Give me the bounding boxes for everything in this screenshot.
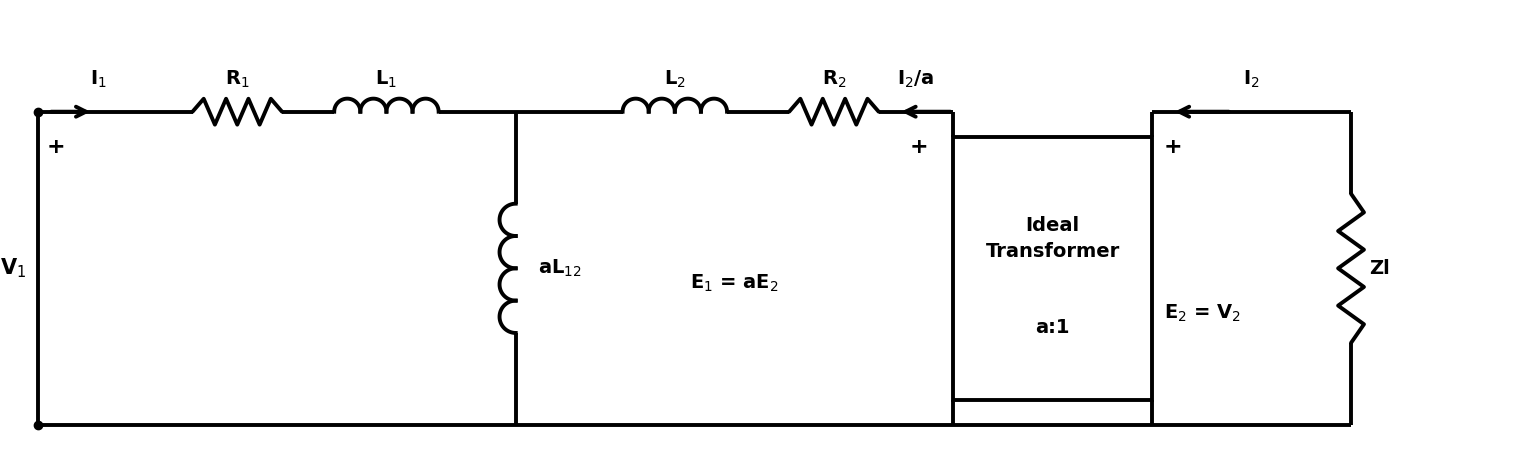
Text: Ideal
Transformer: Ideal Transformer [986, 216, 1120, 261]
Text: +: + [1164, 138, 1183, 157]
Text: +: + [909, 138, 928, 157]
Text: I$_1$: I$_1$ [89, 68, 106, 90]
Text: aL$_{12}$: aL$_{12}$ [538, 258, 581, 279]
Text: R$_2$: R$_2$ [822, 68, 846, 90]
Bar [954, 137, 1152, 400]
Text: L$_2$: L$_2$ [664, 68, 685, 90]
Text: Zl: Zl [1369, 259, 1390, 278]
Text: R$_1$: R$_1$ [224, 68, 249, 90]
Text: V$_1$: V$_1$ [0, 257, 26, 280]
Text: I$_2$: I$_2$ [1243, 68, 1260, 90]
Text: E$_1$ = aE$_2$: E$_1$ = aE$_2$ [690, 273, 779, 294]
Text: E$_2$ = V$_2$: E$_2$ = V$_2$ [1164, 302, 1241, 324]
Text: +: + [46, 138, 65, 157]
Text: a:1: a:1 [1035, 318, 1071, 338]
Text: I$_2$/a: I$_2$/a [897, 68, 935, 90]
Text: L$_1$: L$_1$ [375, 68, 398, 90]
